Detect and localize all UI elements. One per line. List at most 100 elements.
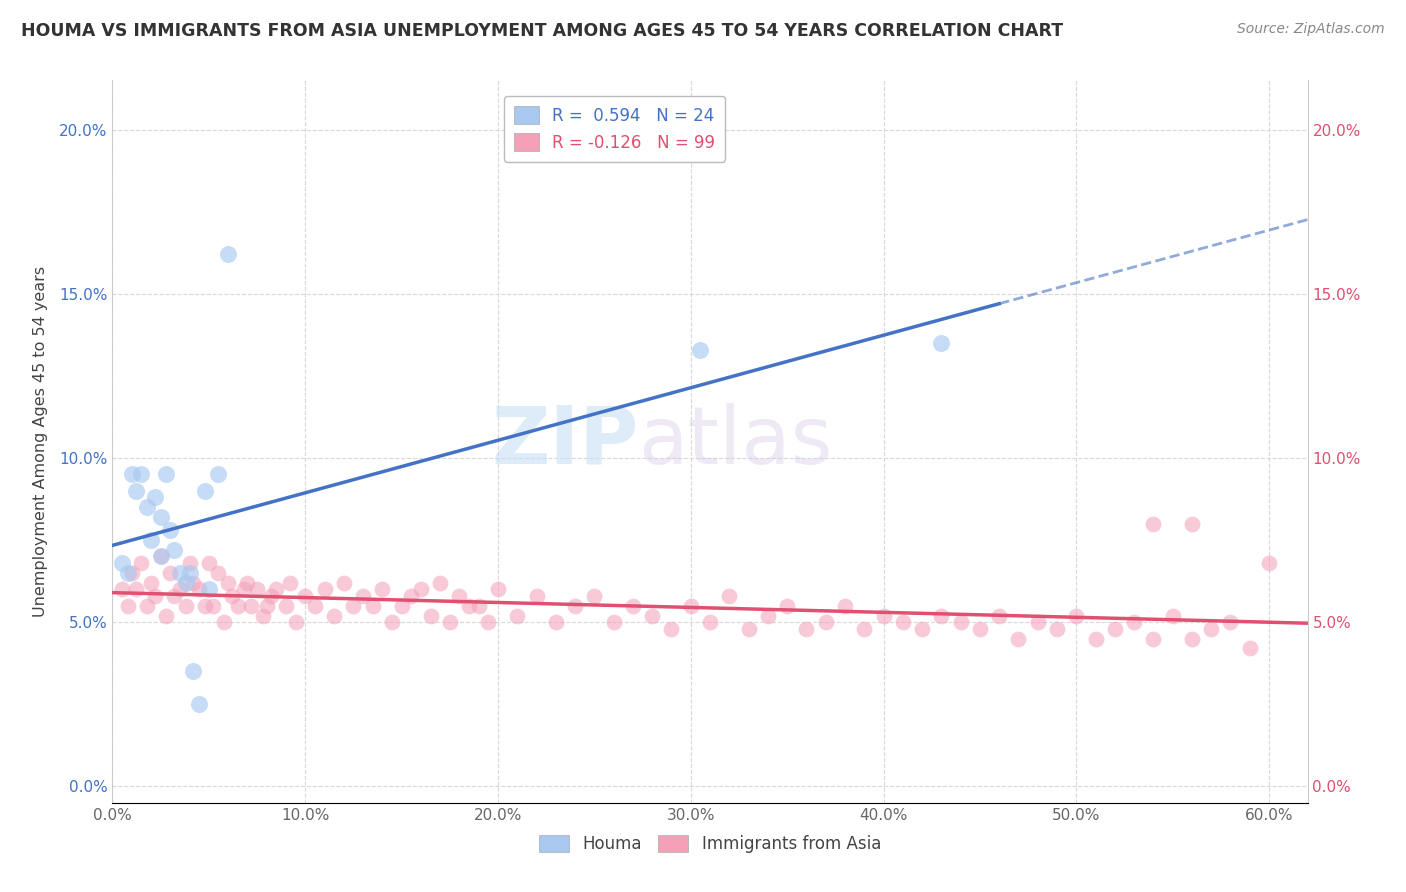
Point xyxy=(240,599,263,613)
Point xyxy=(699,615,721,630)
Point xyxy=(506,608,529,623)
Point xyxy=(391,599,413,613)
Point xyxy=(429,575,451,590)
Point xyxy=(949,615,972,630)
Point xyxy=(149,549,172,564)
Point xyxy=(988,608,1011,623)
Point xyxy=(679,599,702,613)
Point xyxy=(198,582,221,597)
Point xyxy=(121,566,143,580)
Point xyxy=(371,582,394,597)
Point xyxy=(256,599,278,613)
Point xyxy=(1181,632,1204,646)
Point xyxy=(602,615,624,630)
Point xyxy=(246,582,269,597)
Point xyxy=(401,589,423,603)
Point xyxy=(131,556,153,570)
Point xyxy=(689,343,711,357)
Point xyxy=(1219,615,1241,630)
Point xyxy=(931,608,953,623)
Point xyxy=(124,582,146,597)
Point xyxy=(756,608,779,623)
Point xyxy=(477,615,499,630)
Point xyxy=(323,608,346,623)
Point xyxy=(1258,556,1281,570)
Point xyxy=(207,467,229,482)
Text: Source: ZipAtlas.com: Source: ZipAtlas.com xyxy=(1237,22,1385,37)
Point xyxy=(131,467,153,482)
Point xyxy=(139,533,162,547)
Point xyxy=(159,523,181,537)
Point xyxy=(718,589,741,603)
Point xyxy=(467,599,489,613)
Point xyxy=(169,566,191,580)
Point xyxy=(117,599,139,613)
Point xyxy=(1239,641,1261,656)
Point xyxy=(143,491,166,505)
Point xyxy=(169,582,191,597)
Point xyxy=(1026,615,1049,630)
Point xyxy=(183,665,205,679)
Point xyxy=(149,510,172,524)
Point xyxy=(872,608,894,623)
Point xyxy=(1161,608,1184,623)
Point xyxy=(252,608,274,623)
Point xyxy=(139,575,162,590)
Point xyxy=(641,608,664,623)
Point xyxy=(198,556,221,570)
Point xyxy=(737,622,759,636)
Point xyxy=(259,589,281,603)
Text: HOUMA VS IMMIGRANTS FROM ASIA UNEMPLOYMENT AMONG AGES 45 TO 54 YEARS CORRELATION: HOUMA VS IMMIGRANTS FROM ASIA UNEMPLOYME… xyxy=(21,22,1063,40)
Point xyxy=(226,599,249,613)
Point xyxy=(217,247,239,261)
Point xyxy=(853,622,876,636)
Point xyxy=(661,622,683,636)
Point xyxy=(174,599,197,613)
Point xyxy=(121,467,143,482)
Point xyxy=(232,582,254,597)
Point xyxy=(911,622,934,636)
Point xyxy=(449,589,471,603)
Point xyxy=(201,599,224,613)
Point xyxy=(891,615,914,630)
Point xyxy=(136,500,159,515)
Point xyxy=(111,556,134,570)
Point xyxy=(1084,632,1107,646)
Point xyxy=(217,575,239,590)
Point xyxy=(294,589,316,603)
Point xyxy=(776,599,799,613)
Point xyxy=(221,589,243,603)
Point xyxy=(1199,622,1222,636)
Point xyxy=(526,589,548,603)
Point xyxy=(834,599,856,613)
Point xyxy=(236,575,259,590)
Point xyxy=(207,566,229,580)
Legend: Houma, Immigrants from Asia: Houma, Immigrants from Asia xyxy=(533,828,887,860)
Point xyxy=(333,575,356,590)
Point xyxy=(969,622,991,636)
Point xyxy=(274,599,297,613)
Point xyxy=(284,615,307,630)
Point xyxy=(117,566,139,580)
Point xyxy=(1142,632,1164,646)
Point xyxy=(314,582,336,597)
Point xyxy=(931,336,953,351)
Point xyxy=(155,467,177,482)
Point xyxy=(409,582,432,597)
Point xyxy=(814,615,837,630)
Point xyxy=(1181,516,1204,531)
Point xyxy=(381,615,404,630)
Point xyxy=(278,575,301,590)
Point xyxy=(1142,516,1164,531)
Point xyxy=(1104,622,1126,636)
Point xyxy=(188,698,211,712)
Point xyxy=(155,608,177,623)
Point xyxy=(266,582,288,597)
Point xyxy=(143,589,166,603)
Point xyxy=(179,566,201,580)
Point xyxy=(458,599,481,613)
Point xyxy=(621,599,644,613)
Text: atlas: atlas xyxy=(638,402,832,481)
Point xyxy=(136,599,159,613)
Point xyxy=(796,622,818,636)
